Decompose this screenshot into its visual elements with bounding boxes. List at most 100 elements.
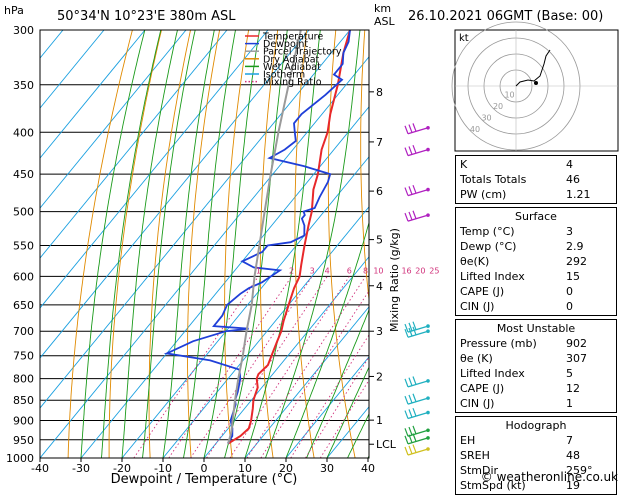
x-tick-label: 40: [361, 462, 375, 475]
dry-adiabat-line: [294, 30, 315, 458]
barb-feather: [408, 394, 413, 404]
hodograph-indices-box: Hodograph EH 7 SREH 48 StmDir 259° StmSpd (…: [455, 416, 617, 495]
barb-feather: [412, 321, 417, 330]
barb-feather: [408, 445, 413, 455]
pressure-tick-label: 600: [13, 270, 34, 283]
barb-dot: [426, 436, 430, 440]
x-tick-label: 20: [279, 462, 293, 475]
wet-adiabat-line: [80, 30, 146, 458]
index-value: 4: [566, 158, 573, 171]
index-value: 1: [566, 397, 573, 410]
surface-row: θe(K) 292: [460, 254, 612, 269]
barb-feather: [408, 146, 413, 155]
mixing-ratio-tick-label: 10: [373, 266, 383, 275]
index-label: CIN (J): [460, 397, 495, 410]
barb-feather: [404, 187, 409, 196]
mixing-ratio-line: [133, 276, 259, 458]
index-value: 3: [566, 225, 573, 238]
mu-row: Pressure (mb) 902: [460, 336, 612, 351]
km-tick-label: 2: [376, 370, 383, 383]
wet-adiabat-line: [121, 30, 178, 458]
hpa-label: hPa: [4, 4, 24, 17]
barb-feather: [408, 409, 413, 418]
index-label: Lifted Index: [460, 270, 525, 283]
isotherm-line: [285, 356, 369, 458]
wind-barbs: [404, 123, 430, 456]
mixing-ratio-line: [190, 276, 313, 458]
barb-feather: [408, 434, 413, 443]
km-tick-label: LCL: [376, 438, 397, 451]
barb-feather: [404, 395, 409, 405]
barb-feather: [408, 186, 413, 195]
skewt-figure: hPa 50°34'N 10°23'E 380m ASL km ASL 26.1…: [4, 2, 619, 486]
mixing-ratio-line: [206, 276, 328, 458]
legend-label: Parcel Trajectory: [263, 47, 342, 58]
mixing-ratio-tick-label: 16: [401, 266, 411, 275]
barb-feather: [404, 147, 409, 156]
index-value: 2.9: [566, 240, 584, 253]
barb-feather: [412, 210, 417, 219]
x-tick-label: -10: [154, 462, 172, 475]
pressure-tick-label: 450: [13, 168, 34, 181]
dry-adiabat-line: [259, 30, 279, 458]
index-label: Dewp (°C): [460, 240, 517, 253]
barb-feather: [404, 435, 409, 445]
index-value: 5: [566, 367, 573, 380]
dry-adiabat-line: [67, 30, 133, 458]
mixing-ratio-tick-label: 25: [429, 266, 439, 275]
surface-row: CIN (J) 0: [460, 299, 612, 314]
barb-dot: [426, 410, 430, 415]
surface-box: Surface Temp (°C) 3 Dewp (°C) 2.9 θe(K) 292…: [455, 207, 617, 316]
hodograph-frame: [454, 29, 619, 152]
dry-adiabat-line: [108, 30, 162, 458]
footer-copyright: © weatheronline.co.uk: [481, 470, 618, 484]
barb-dot: [426, 187, 430, 192]
wind-barb: [404, 210, 430, 222]
pressure-tick-label: 500: [13, 206, 34, 219]
wind-barb: [404, 326, 430, 338]
dry-adiabat-line: [187, 30, 221, 458]
x-tick-label: -30: [72, 462, 90, 475]
hodograph-title: Hodograph: [505, 419, 567, 432]
barb-staff: [407, 325, 429, 333]
mixing-ratio-tick-label: 1: [256, 266, 261, 275]
index-value: 259°: [566, 464, 593, 477]
pressure-tick-label: 950: [13, 434, 34, 447]
index-label: θe (K): [460, 352, 493, 365]
wet-adiabat-line: [203, 30, 260, 458]
index-value: 7: [566, 434, 573, 447]
barb-dot: [426, 324, 430, 328]
barb-feather: [412, 145, 417, 154]
hodograph-kt-label: kt: [459, 33, 469, 44]
barb-staff: [407, 214, 429, 222]
index-label: Temp (°C): [460, 225, 515, 238]
mu-row: Lifted Index 5: [460, 366, 612, 381]
surface-row: Lifted Index 15: [460, 269, 612, 284]
barb-feather: [408, 426, 413, 436]
wind-barb: [404, 425, 430, 437]
index-label: PW (cm): [460, 188, 507, 201]
barb-feather: [408, 377, 413, 386]
index-label: CAPE (J): [460, 382, 505, 395]
isotherm-line: [40, 56, 369, 458]
barb-feather: [412, 376, 417, 385]
mixing-ratio-line: [290, 334, 369, 458]
legend-label: Dewpoint: [263, 39, 308, 50]
km-tick-label: 1: [376, 414, 383, 427]
parcel-trajectory-profile: [227, 30, 302, 444]
mixing-ratio-line: [319, 379, 369, 458]
barb-staff: [407, 330, 429, 338]
index-label: CAPE (J): [460, 285, 505, 298]
isotherm-line: [40, 30, 351, 409]
isotherm-line: [80, 106, 369, 458]
pressure-tick-label: 750: [13, 350, 34, 363]
surface-title: Surface: [515, 210, 557, 223]
pressure-tick-label: 400: [13, 126, 34, 139]
index-value: 12: [566, 382, 580, 395]
index-value: 0: [566, 300, 573, 313]
wet-adiabat-line: [162, 30, 215, 458]
pressure-tick-label: 300: [13, 24, 34, 37]
